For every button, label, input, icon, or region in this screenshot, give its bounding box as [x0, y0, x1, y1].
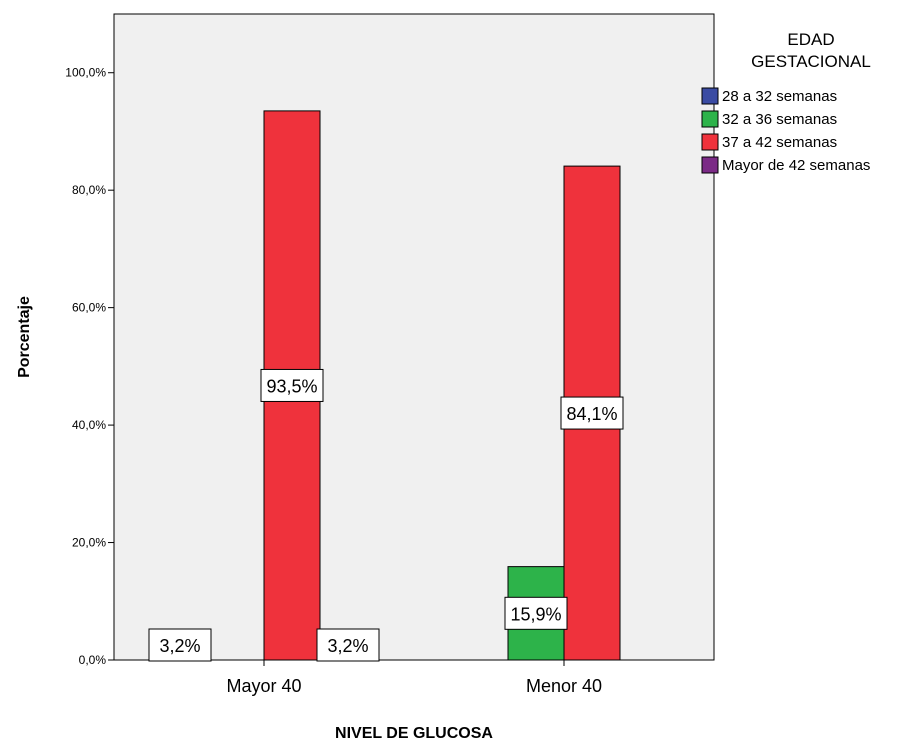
y-axis: 0,0% 20,0% 40,0% 60,0% 80,0% 100,0%	[65, 66, 114, 667]
y-tick-label: 80,0%	[72, 183, 106, 197]
y-tick-label: 40,0%	[72, 418, 106, 432]
data-label-box	[504, 596, 568, 630]
data-label: 84,1%	[566, 404, 617, 424]
legend: EDAD GESTACIONAL 28 a 32 semanas 32 a 36 …	[701, 30, 871, 174]
legend-title-line-1: EDAD	[787, 30, 834, 49]
legend-swatch	[701, 87, 719, 105]
data-label-box	[148, 628, 212, 662]
legend-entry-label: 37 a 42 semanas	[722, 134, 837, 151]
data-label-box	[316, 628, 380, 662]
data-label: 15,9%	[510, 604, 561, 624]
x-category-label: Mayor 40	[226, 676, 301, 696]
y-tick-label: 60,0%	[72, 301, 106, 315]
data-label: 93,5%	[266, 376, 317, 396]
x-axis: Mayor 40 Menor 40	[226, 660, 602, 696]
data-label-box	[560, 396, 624, 430]
legend-swatch	[701, 156, 719, 174]
legend-entry-label: Mayor de 42 semanas	[722, 157, 870, 174]
legend-swatch	[701, 110, 719, 128]
legend-swatch	[701, 133, 719, 151]
data-label: 3,2%	[327, 636, 368, 656]
y-axis-title: Porcentaje	[16, 296, 33, 378]
y-tick-label: 0,0%	[79, 653, 107, 667]
y-tick-label: 100,0%	[65, 66, 106, 80]
legend-entry-label: 28 a 32 semanas	[722, 88, 837, 105]
y-tick-label: 20,0%	[72, 536, 106, 550]
data-label-box	[260, 368, 324, 402]
legend-title-line-2: GESTACIONAL	[751, 52, 871, 71]
x-category-label: Menor 40	[526, 676, 602, 696]
legend-entry-label: 32 a 36 semanas	[722, 111, 837, 128]
plot-area	[113, 13, 715, 661]
x-axis-title: NIVEL DE GLUCOSA	[335, 725, 493, 742]
data-labels: 3,2% 93,5% 3,2% 15,9% 84,1%	[148, 368, 624, 662]
data-label: 3,2%	[159, 636, 200, 656]
